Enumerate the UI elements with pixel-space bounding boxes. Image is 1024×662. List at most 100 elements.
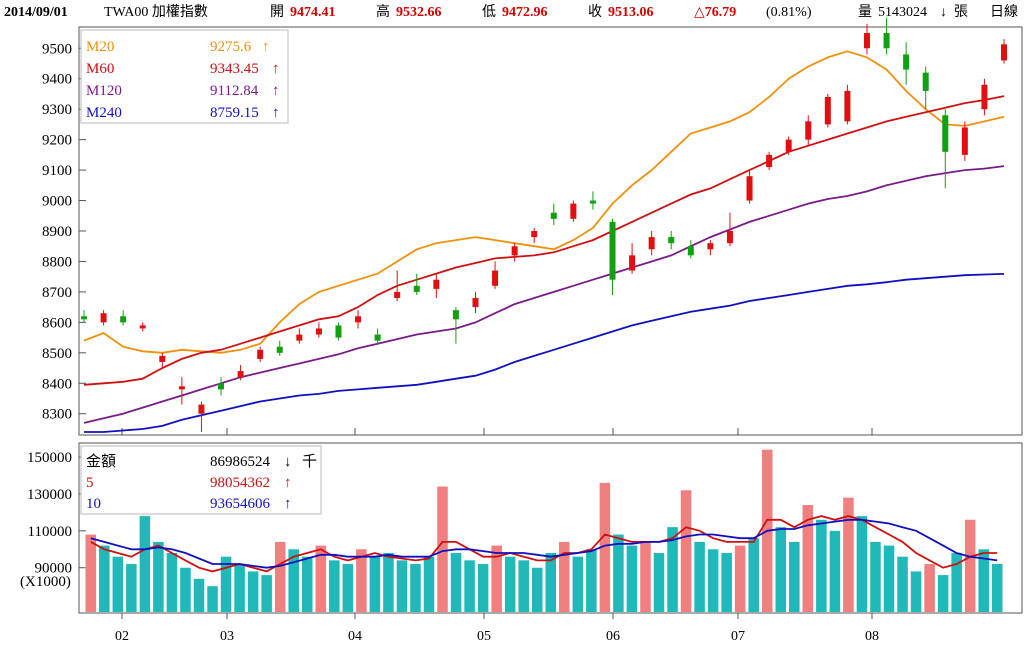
candle-body <box>687 246 694 256</box>
price-y-tick-label: 8600 <box>42 315 72 331</box>
volume-bar <box>356 549 367 612</box>
volume-down-arrow: ↓ <box>940 5 947 20</box>
legend-ma5-arrow: ↑ <box>284 475 292 491</box>
volume-bar <box>504 556 516 612</box>
volume-bar <box>423 556 435 612</box>
candle-body <box>570 203 577 219</box>
volume-y-tick-labels: 150000 130000 110000 90000 <box>27 450 72 577</box>
volume-bar <box>870 541 881 612</box>
candle-body <box>218 383 225 390</box>
volume-bar <box>491 545 502 612</box>
volume-bar <box>383 552 394 612</box>
price-y-tick-label: 9300 <box>42 102 72 118</box>
volume-bar <box>207 586 218 612</box>
month-tick-label: 08 <box>865 629 879 644</box>
low-value: 9472.96 <box>502 5 548 20</box>
candle-body <box>668 237 675 244</box>
volume-bar <box>991 564 1003 612</box>
candle-body <box>413 285 420 292</box>
volume-bar <box>883 545 895 612</box>
volume-bar <box>816 519 827 612</box>
legend-ma10-name: 10 <box>86 496 101 512</box>
ma-line-m20 <box>83 50 1005 354</box>
legend-amount-value: 86986524 <box>210 454 271 470</box>
legend-m60-value: 9343.45 <box>210 61 259 77</box>
legend-m60-arrow: ↑ <box>272 61 280 77</box>
legend-ma10-arrow: ↑ <box>284 496 292 512</box>
quote-header: 2014/09/01 TWA00 加權指數 開 9474.41 高 9532.6… <box>0 0 1024 26</box>
ma-line-m120 <box>83 165 1005 424</box>
candle-body <box>159 355 166 362</box>
candlesticks <box>81 17 1007 432</box>
candle-body <box>315 328 322 335</box>
candle-body <box>746 176 753 201</box>
price-y-tick-label: 8400 <box>42 376 72 392</box>
candle-body <box>335 325 342 338</box>
close-value: 9513.06 <box>608 5 654 20</box>
volume-bar <box>937 575 949 612</box>
volume-bar <box>707 549 719 612</box>
legend-amount-name: 金額 <box>86 453 116 470</box>
low-label: 低 <box>482 5 496 20</box>
close-label: 收 <box>588 5 602 20</box>
candle-body <box>100 313 107 323</box>
volume-bar <box>450 552 462 612</box>
price-y-tick-label: 8500 <box>42 346 72 362</box>
month-tick-label: 05 <box>477 629 491 644</box>
candle-body <box>355 316 362 323</box>
candle-body <box>374 334 381 341</box>
price-y-tick-labels: 9500 9400 9300 9200 9100 9000 8900 8800 8700 8600… <box>42 41 72 422</box>
candle-body <box>589 200 596 204</box>
legend-m240-arrow: ↑ <box>272 105 280 121</box>
price-y-tick-label: 9200 <box>42 133 72 149</box>
candle-body <box>237 371 244 378</box>
candle-body <box>120 316 127 323</box>
candle-body <box>707 243 714 250</box>
legend-m120-name: M120 <box>86 83 122 99</box>
change-percent: (0.81%) <box>766 5 812 20</box>
volume-bar <box>856 516 868 612</box>
candle-body <box>726 231 733 244</box>
candle-body <box>922 72 929 91</box>
moving-average-lines <box>83 50 1005 433</box>
volume-bar <box>640 541 651 612</box>
volume-bar <box>288 549 299 612</box>
legend-ma5-value: 98054362 <box>210 475 270 491</box>
candle-body <box>257 349 264 359</box>
price-y-tick-label: 8700 <box>42 285 72 301</box>
change-value: △76.79 <box>694 5 737 20</box>
volume-bar <box>180 567 191 612</box>
candle-body <box>961 127 968 155</box>
volume-bar <box>99 545 110 612</box>
candle-body <box>766 154 773 168</box>
volume-bar <box>247 571 259 612</box>
volume-bar <box>234 564 245 612</box>
volume-y-tick-label: 150000 <box>27 450 72 466</box>
volume-bar <box>369 556 381 612</box>
legend-m240-value: 8759.15 <box>210 105 259 121</box>
legend-ma10-value: 93654606 <box>210 496 271 512</box>
volume-bar <box>85 534 97 612</box>
price-legend-box <box>80 29 289 124</box>
volume-bars <box>85 449 1003 612</box>
legend-amount-arrow: ↓ <box>284 454 292 470</box>
high-value: 9532.66 <box>396 5 442 20</box>
candle-body <box>805 121 812 140</box>
legend-m20-arrow: ↑ <box>262 39 270 55</box>
volume-value: 5143024 <box>878 5 927 20</box>
candle-body <box>472 298 479 308</box>
volume-ma-line-10 <box>90 518 998 569</box>
period-label: 日線 <box>990 5 1018 20</box>
volume-bar <box>545 552 557 612</box>
open-value: 9474.41 <box>290 5 336 20</box>
candle-body <box>81 316 87 320</box>
candle-body <box>844 90 851 122</box>
volume-bar <box>897 556 908 612</box>
candle-body <box>178 386 185 390</box>
volume-label: 量 <box>858 5 872 20</box>
volume-y-tick-label: 110000 <box>28 524 72 540</box>
volume-ma-lines <box>90 515 998 573</box>
volume-bar <box>139 516 151 612</box>
volume-bar <box>342 564 354 612</box>
